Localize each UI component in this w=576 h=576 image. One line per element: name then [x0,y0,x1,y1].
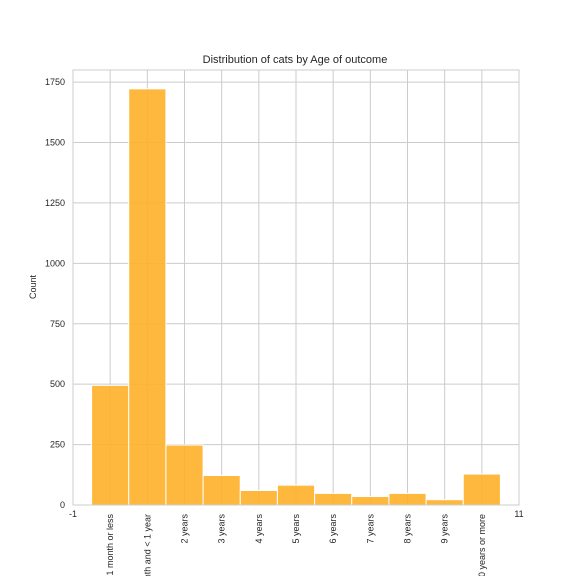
bar [128,88,167,505]
y-tick-label: 1750 [45,77,65,87]
bar [351,496,390,505]
bar [239,490,278,505]
x-edge-tick-label: 11 [514,509,523,519]
x-tick-label: 8 years [403,514,413,544]
y-axis-label: Count [28,275,38,300]
x-tick-label: 3 years [217,514,227,544]
y-tick-label: 750 [50,319,65,329]
bar [202,475,241,505]
y-tick-label: 1000 [45,258,65,268]
bars [91,88,501,505]
x-tick-label: 10 years or more [477,514,487,576]
bar [462,473,501,505]
bar [388,492,427,505]
y-tick-labels: 0 250 500 750 1000 1250 1500 1750 [45,77,65,510]
chart-title: Distribution of cats by Age of outcome [203,54,388,66]
x-edge-tick-label: -1 [69,509,77,519]
x-tick-label: 1 month and < 1 year [142,514,152,576]
x-tick-label: 9 years [440,514,450,544]
bar [91,384,130,505]
plot-frame [72,69,520,506]
x-tick-label: 7 years [365,514,375,544]
x-tick-label: 5 years [291,514,301,544]
x-tick-label: 6 years [328,514,338,544]
y-tick-label: 1250 [45,198,65,208]
x-tick-label: 4 years [254,514,264,544]
x-tick-labels: 1 month or less 1 month and < 1 year 2 yea… [69,509,524,576]
bar [425,499,464,505]
y-tick-label: 1500 [45,138,65,148]
x-tick-label: 1 month or less [105,514,115,576]
bar [165,444,204,505]
bar [276,484,316,505]
y-tick-label: 0 [60,500,65,510]
x-tick-label: 2 years [180,514,190,544]
bar [314,492,353,505]
y-tick-label: 500 [50,379,65,389]
y-tick-label: 250 [50,440,65,450]
